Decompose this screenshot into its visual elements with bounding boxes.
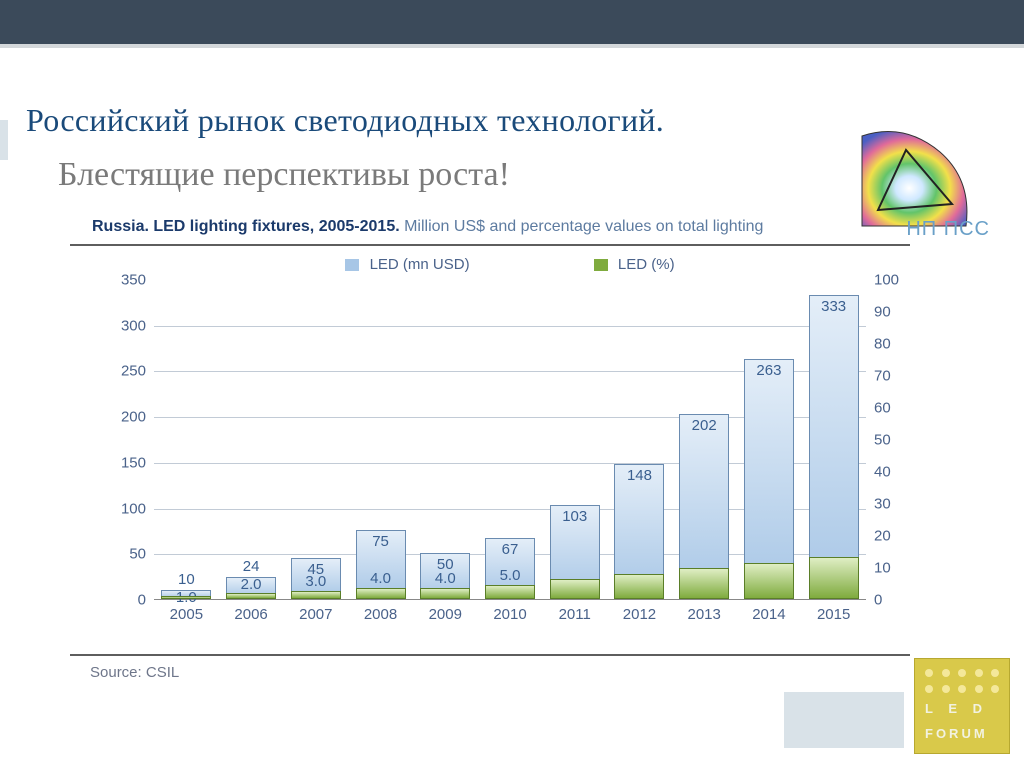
bar-pct xyxy=(679,568,729,599)
ytick-right: 30 xyxy=(874,496,910,513)
datalabel-usd: 10 xyxy=(156,571,216,588)
ytick-left: 250 xyxy=(110,363,146,380)
page-subtitle: Блестящие перспективы роста! xyxy=(58,156,510,194)
ytick-right: 0 xyxy=(874,592,910,609)
legend-label-pct: LED (%) xyxy=(618,256,675,273)
xtick: 2011 xyxy=(543,606,607,623)
xtick: 2006 xyxy=(219,606,283,623)
xtick: 2007 xyxy=(284,606,348,623)
datalabel-usd: 75 xyxy=(351,533,411,550)
datalabel-pct: 4.0 xyxy=(415,570,475,587)
bar-pct xyxy=(291,591,341,599)
bar-usd xyxy=(809,295,859,599)
datalabel-pct: 3.0 xyxy=(286,573,346,590)
datalabel-usd: 67 xyxy=(480,541,540,558)
ytick-left: 350 xyxy=(110,272,146,289)
legend-swatch-pct xyxy=(594,259,608,271)
ytick-left: 0 xyxy=(110,592,146,609)
datalabel-pct: 2.0 xyxy=(221,576,281,593)
bar-pct xyxy=(226,593,276,599)
datalabel-usd: 103 xyxy=(545,508,605,525)
ytick-right: 60 xyxy=(874,400,910,417)
chart-plot: 0501001502002503003500102030405060708090… xyxy=(154,280,866,600)
led-forum-line2: FORUM xyxy=(925,726,999,743)
chart-legend: LED (mn USD) LED (%) xyxy=(110,256,910,273)
datalabel-usd: 333 xyxy=(804,298,864,315)
chart-title-bold: Russia. LED lighting fixtures, 2005-2015… xyxy=(92,218,400,235)
datalabel-usd: 24 xyxy=(221,558,281,575)
bar-pct xyxy=(161,596,211,599)
led-forum-line1: L E D xyxy=(925,701,999,718)
ytick-right: 80 xyxy=(874,336,910,353)
page-title: Российский рынок светодиодных технологий… xyxy=(26,102,664,139)
chart-title: Russia. LED lighting fixtures, 2005-2015… xyxy=(92,218,763,236)
chart-area: 0501001502002503003500102030405060708090… xyxy=(110,280,910,630)
ytick-left: 300 xyxy=(110,317,146,334)
ytick-left: 50 xyxy=(110,546,146,563)
ytick-right: 50 xyxy=(874,432,910,449)
legend-item-usd: LED (mn USD) xyxy=(345,256,469,273)
ytick-right: 20 xyxy=(874,528,910,545)
legend-label-usd: LED (mn USD) xyxy=(370,256,470,273)
ytick-left: 100 xyxy=(110,500,146,517)
xtick: 2013 xyxy=(672,606,736,623)
xtick: 2012 xyxy=(607,606,671,623)
bar-pct xyxy=(356,588,406,599)
bar-pct xyxy=(744,563,794,599)
xtick: 2009 xyxy=(413,606,477,623)
chart-rule-top xyxy=(70,244,910,246)
bar-pct xyxy=(485,585,535,599)
xtick: 2010 xyxy=(478,606,542,623)
np-pss-label: НП ПСС xyxy=(906,218,990,241)
xtick: 2008 xyxy=(349,606,413,623)
ytick-left: 150 xyxy=(110,454,146,471)
chart-source: Source: CSIL xyxy=(90,664,179,681)
led-forum-logo: L E D FORUM xyxy=(914,658,1010,754)
legend-swatch-usd xyxy=(345,259,359,271)
datalabel-pct: 4.0 xyxy=(351,570,411,587)
ytick-right: 40 xyxy=(874,464,910,481)
ytick-right: 70 xyxy=(874,368,910,385)
ytick-right: 100 xyxy=(874,272,910,289)
deco-bottom-right xyxy=(784,692,904,748)
chart-rule-bottom xyxy=(70,654,910,656)
bar-pct xyxy=(420,588,470,599)
ytick-left: 200 xyxy=(110,409,146,426)
ytick-right: 90 xyxy=(874,304,910,321)
legend-item-pct: LED (%) xyxy=(594,256,675,273)
datalabel-usd: 148 xyxy=(609,467,669,484)
top-bar xyxy=(0,0,1024,48)
bar-pct xyxy=(809,557,859,599)
ytick-right: 10 xyxy=(874,560,910,577)
datalabel-pct: 5.0 xyxy=(480,567,540,584)
datalabel-usd: 263 xyxy=(739,362,799,379)
datalabel-usd: 202 xyxy=(674,417,734,434)
xtick: 2014 xyxy=(737,606,801,623)
chart-title-thin: Million US$ and percentage values on tot… xyxy=(400,218,764,235)
bar-pct xyxy=(550,579,600,599)
bar-pct xyxy=(614,574,664,599)
xtick: 2015 xyxy=(802,606,866,623)
gridline xyxy=(154,326,866,327)
deco-left xyxy=(0,120,8,160)
xtick: 2005 xyxy=(154,606,218,623)
